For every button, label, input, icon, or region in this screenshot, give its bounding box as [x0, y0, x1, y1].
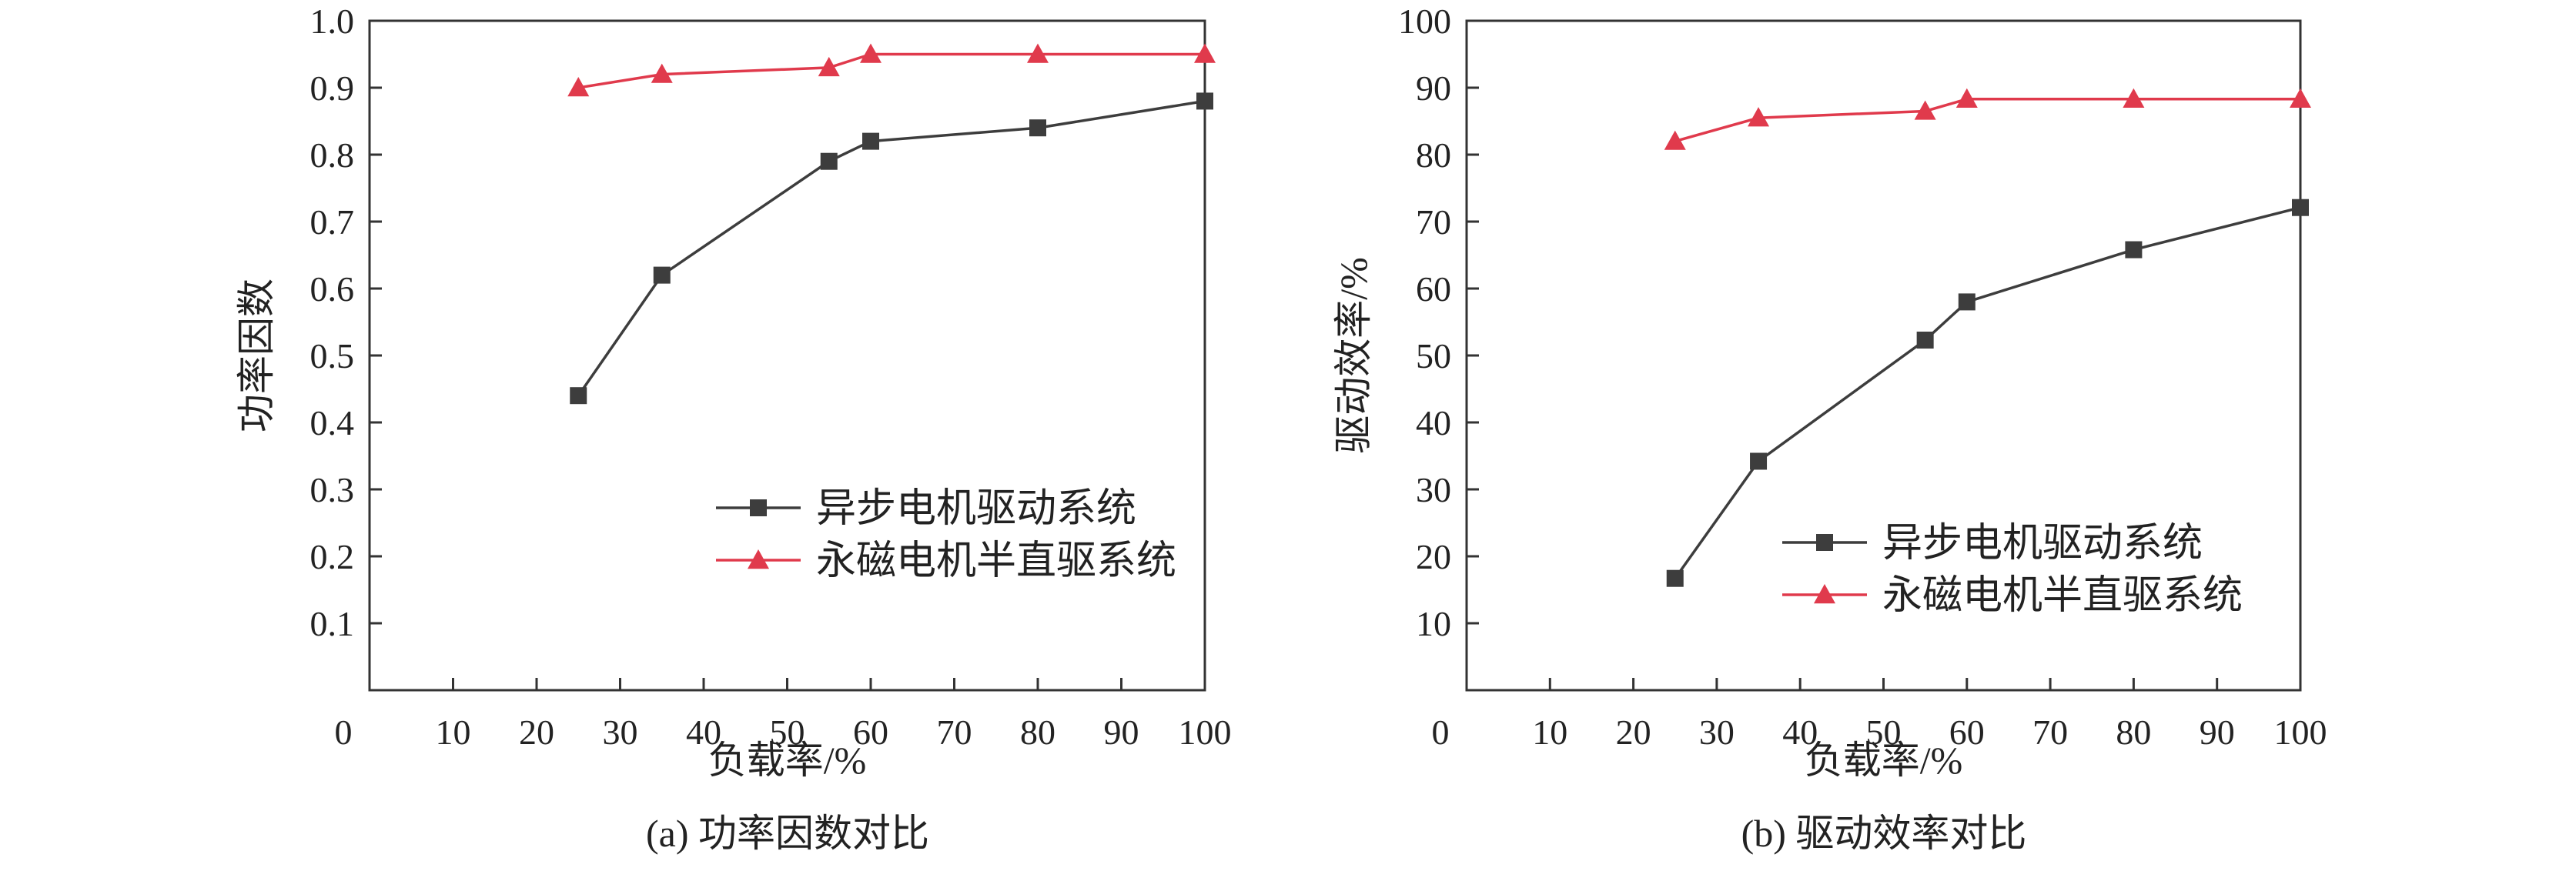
data-point [1916, 331, 1934, 349]
origin-tick-label: 0 [1432, 712, 1450, 752]
y-tick-label: 0.3 [310, 470, 355, 509]
y-tick-label: 0.1 [310, 604, 355, 643]
legend-item-2: 永磁电机半直驱系统 [716, 539, 1176, 583]
chart-caption: (b) 驱动效率对比 [1741, 812, 2027, 855]
data-point [570, 387, 587, 405]
series-2 [1664, 88, 2311, 150]
data-point [1958, 293, 1975, 311]
y-tick-label: 10 [1416, 604, 1451, 643]
data-point [1664, 130, 1686, 150]
x-tick-label: 90 [2200, 712, 2235, 752]
y-tick-label: 30 [1416, 470, 1451, 509]
y-tick-label: 20 [1416, 537, 1451, 576]
data-point [1914, 100, 1936, 120]
y-tick-label: 0.8 [310, 135, 355, 175]
x-tick-label: 70 [2032, 712, 2068, 752]
x-tick-label: 60 [853, 712, 888, 752]
data-point [1196, 92, 1213, 110]
data-point [1194, 43, 1216, 63]
data-point [1029, 119, 1046, 137]
legend-marker [750, 499, 767, 516]
legend-label: 异步电机驱动系统 [816, 487, 1136, 531]
x-tick-label: 30 [603, 712, 638, 752]
data-point [651, 63, 673, 83]
data-point [1955, 88, 1978, 108]
x-tick-label: 20 [519, 712, 554, 752]
x-axis-title: 负载率/% [708, 739, 867, 782]
series-1 [1666, 199, 2309, 587]
y-tick-label: 0.9 [310, 68, 355, 108]
legend-label: 永磁电机半直驱系统 [1882, 574, 2243, 618]
data-point [1750, 452, 1768, 470]
series-2 [567, 43, 1216, 97]
x-tick-label: 40 [686, 712, 721, 752]
legend-label: 异步电机驱动系统 [1882, 522, 2203, 566]
data-point [860, 43, 882, 63]
y-tick-label: 0.5 [310, 336, 355, 375]
data-point [567, 77, 590, 97]
x-tick-label: 50 [1866, 712, 1902, 752]
x-tick-label: 70 [937, 712, 972, 752]
x-tick-label: 20 [1616, 712, 1651, 752]
series-line [577, 99, 1206, 397]
series-line [1674, 98, 2300, 143]
data-point [1027, 43, 1049, 63]
y-tick-label: 100 [1398, 2, 1451, 41]
y-tick-label: 80 [1416, 135, 1451, 175]
y-tick-label: 90 [1416, 68, 1451, 108]
y-tick-label: 0.7 [310, 202, 355, 242]
x-tick-label: 80 [1020, 712, 1055, 752]
legend-marker [748, 549, 769, 569]
y-tick-label: 1.0 [310, 2, 355, 41]
data-point [2290, 88, 2311, 108]
legend-marker [1816, 534, 1833, 551]
legend-item-1: 异步电机驱动系统 [716, 487, 1136, 531]
legend-item-2: 永磁电机半直驱系统 [1782, 574, 2243, 618]
y-axis-title: 驱动效率/% [1332, 257, 1375, 454]
data-point [862, 132, 879, 150]
series-1 [570, 92, 1213, 405]
y-tick-label: 0.4 [310, 403, 355, 442]
data-point [820, 152, 838, 170]
y-tick-label: 0.2 [310, 537, 355, 576]
legend-item-1: 异步电机驱动系统 [1782, 522, 2203, 566]
y-axis-title: 功率因数 [235, 279, 278, 432]
x-tick-label: 90 [1104, 712, 1139, 752]
x-tick-label: 60 [1949, 712, 1985, 752]
data-point [1748, 107, 1770, 127]
legend-marker [1814, 584, 1835, 604]
x-tick-label: 50 [770, 712, 805, 752]
y-tick-label: 0.6 [310, 269, 355, 309]
data-point [2123, 88, 2145, 108]
x-tick-label: 100 [1179, 712, 1232, 752]
x-axis-title: 负载率/% [1805, 739, 1963, 782]
legend-label: 永磁电机半直驱系统 [816, 539, 1176, 583]
y-tick-label: 50 [1416, 336, 1451, 375]
chart-1: 10 20 30 40 50 60 70 80 90 100 0 0.1 0.2 0.3 0.4 0.5 0.6… [235, 2, 1232, 855]
x-tick-label: 40 [1782, 712, 1818, 752]
x-tick-label: 80 [2116, 712, 2151, 752]
origin-tick-label: 0 [335, 712, 353, 752]
y-tick-label: 60 [1416, 269, 1451, 309]
x-tick-label: 10 [436, 712, 471, 752]
data-point [1666, 569, 1684, 587]
chart-2: 10 20 30 40 50 60 70 80 90 100 0 10 20 30 40 50 60 70 80 90… [1332, 2, 2327, 855]
y-tick-label: 70 [1416, 202, 1451, 242]
series-line [577, 52, 1205, 89]
y-tick-label: 40 [1416, 403, 1451, 442]
x-tick-label: 30 [1699, 712, 1735, 752]
x-tick-label: 100 [2274, 712, 2327, 752]
chart-caption: (a) 功率因数对比 [646, 812, 929, 855]
x-tick-label: 10 [1532, 712, 1567, 752]
data-point [2292, 199, 2309, 216]
data-point [653, 266, 671, 284]
series-line [1674, 206, 2301, 579]
data-point [2125, 241, 2143, 259]
data-point [818, 56, 840, 77]
